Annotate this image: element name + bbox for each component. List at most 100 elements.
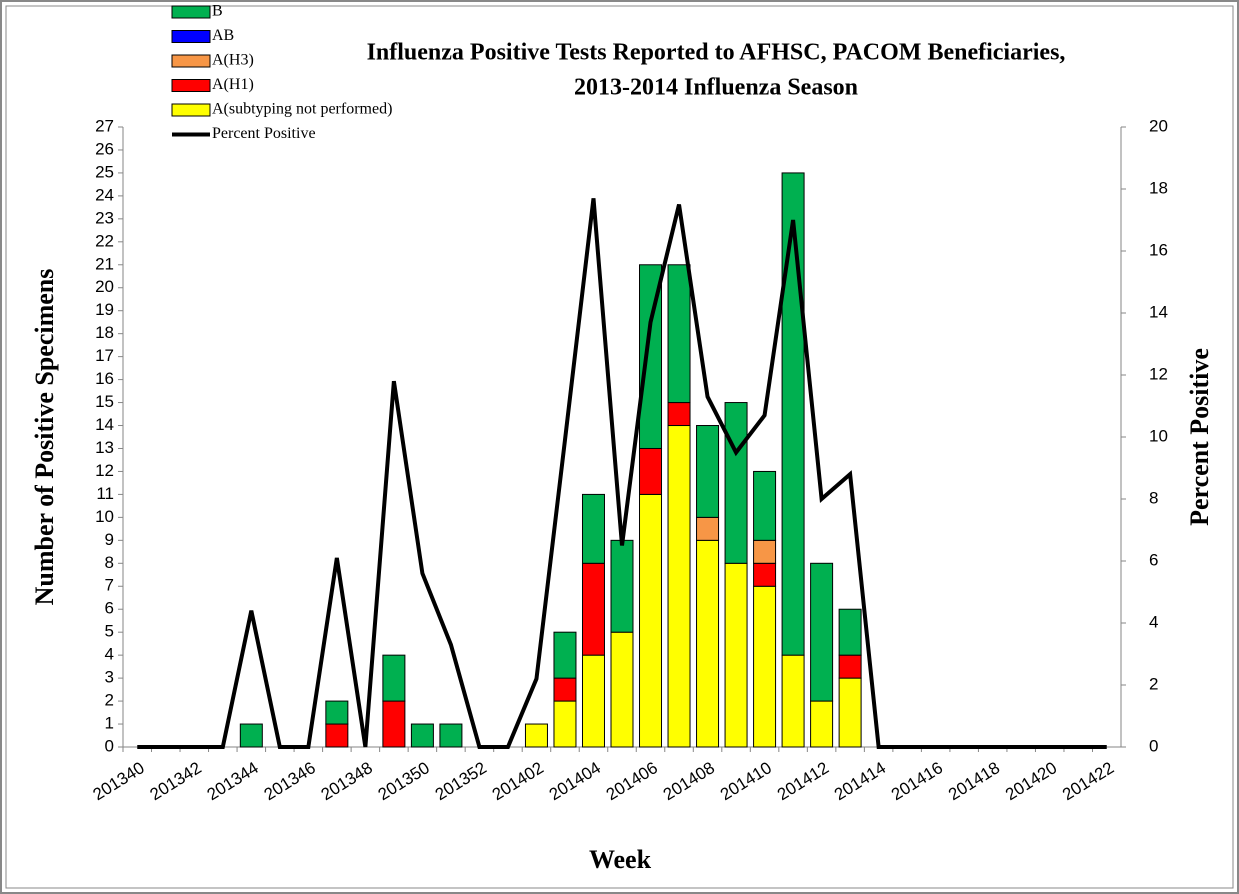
y-tick-label: 22 bbox=[95, 231, 114, 250]
legend-swatch bbox=[171, 79, 211, 92]
y2-tick-label: 10 bbox=[1149, 426, 1168, 445]
legend-swatch bbox=[171, 30, 211, 43]
bar-segment bbox=[810, 700, 834, 748]
bar-segment bbox=[667, 264, 691, 404]
y-tick-label: 8 bbox=[105, 553, 114, 572]
x-tick-label: 201408 bbox=[660, 758, 718, 804]
bar-segment bbox=[553, 677, 577, 702]
y-tick-label: 3 bbox=[105, 668, 114, 687]
x-tick-label: 201404 bbox=[546, 758, 604, 804]
x-tick-label: 201406 bbox=[603, 758, 661, 804]
y-tick-label: 13 bbox=[95, 438, 114, 457]
legend-label: AB bbox=[212, 27, 234, 44]
bar-segment bbox=[639, 447, 663, 495]
x-tick-label: 201410 bbox=[717, 758, 775, 804]
x-tick-label: 201402 bbox=[489, 758, 547, 804]
y-tick-label: 20 bbox=[95, 277, 114, 296]
bar-segment bbox=[382, 654, 406, 702]
legend-swatch bbox=[171, 103, 211, 117]
bar-segment bbox=[553, 631, 577, 679]
y2-tick-label: 2 bbox=[1149, 674, 1158, 693]
y2-tick-label: 20 bbox=[1149, 116, 1168, 135]
x-tick-label: 201348 bbox=[318, 758, 376, 804]
bar-segment bbox=[553, 700, 577, 748]
x-tick-label: 201350 bbox=[375, 758, 433, 804]
bar-segment bbox=[439, 723, 463, 748]
y-tick-label: 6 bbox=[105, 599, 114, 618]
y-tick-label: 10 bbox=[95, 507, 114, 526]
x-tick-label: 201422 bbox=[1059, 758, 1117, 804]
x-tick-label: 201420 bbox=[1002, 758, 1060, 804]
legend-label: B bbox=[212, 3, 223, 20]
y2-axis-title: Percent Positive bbox=[1185, 348, 1214, 526]
x-tick-label: 201418 bbox=[945, 758, 1003, 804]
bar-segment bbox=[667, 402, 691, 427]
y2-tick-label: 14 bbox=[1149, 302, 1168, 321]
y2-tick-label: 6 bbox=[1149, 550, 1158, 569]
line-series bbox=[137, 198, 1107, 749]
chart-title: 2013-2014 Influenza Season bbox=[574, 75, 858, 101]
y-tick-label: 19 bbox=[95, 300, 114, 319]
bar-segment bbox=[239, 723, 263, 748]
bar-segment bbox=[724, 402, 748, 564]
bar-segment bbox=[581, 654, 605, 748]
bar-segment bbox=[838, 677, 862, 748]
x-tick-label: 201412 bbox=[774, 758, 832, 804]
bar-segment bbox=[696, 539, 720, 748]
bar-segment bbox=[639, 264, 663, 449]
x-axis-title: Week bbox=[589, 845, 652, 874]
bar-segment bbox=[610, 631, 634, 748]
bar-segment bbox=[753, 470, 777, 541]
bar-segment bbox=[838, 608, 862, 656]
y-tick-label: 27 bbox=[95, 116, 114, 135]
y-tick-label: 21 bbox=[95, 254, 114, 273]
y-tick-label: 14 bbox=[95, 415, 114, 434]
bar-segment bbox=[781, 172, 805, 656]
bar-segment bbox=[753, 562, 777, 587]
bar-segment bbox=[667, 425, 691, 748]
y2-tick-label: 12 bbox=[1149, 364, 1168, 383]
bar-segment bbox=[696, 425, 720, 518]
y-tick-label: 25 bbox=[95, 162, 114, 181]
y2-tick-label: 4 bbox=[1149, 612, 1158, 631]
bar-segment bbox=[325, 723, 349, 748]
y-tick-label: 1 bbox=[105, 714, 114, 733]
y-tick-label: 12 bbox=[95, 461, 114, 480]
bar-segment bbox=[753, 539, 777, 564]
frame-inner bbox=[5, 5, 1234, 889]
legend-swatch bbox=[171, 54, 211, 68]
bar-segment bbox=[581, 493, 605, 564]
y-tick-label: 9 bbox=[105, 530, 114, 549]
bar-segment bbox=[696, 516, 720, 541]
bar-segment bbox=[581, 562, 605, 656]
legend-swatch bbox=[171, 5, 211, 19]
y-tick-label: 16 bbox=[95, 369, 114, 388]
x-tick-label: 201344 bbox=[204, 758, 262, 804]
x-tick-label: 201352 bbox=[432, 758, 490, 804]
legend-label: A(H3) bbox=[212, 52, 254, 69]
y-tick-label: 18 bbox=[95, 323, 114, 342]
y-tick-label: 24 bbox=[95, 185, 114, 204]
y-tick-label: 7 bbox=[105, 576, 114, 595]
bar-segment bbox=[610, 539, 634, 633]
bar-segment bbox=[753, 585, 777, 748]
legend-label: Percent Positive bbox=[212, 125, 316, 142]
chart-title: Influenza Positive Tests Reported to AFH… bbox=[367, 40, 1066, 66]
y-axis-title: Number of Positive Specimens bbox=[30, 269, 59, 606]
legend-label: A(subtyping not performed) bbox=[212, 101, 392, 118]
y-tick-label: 17 bbox=[95, 346, 114, 365]
bar-segment bbox=[781, 654, 805, 748]
x-tick-label: 201416 bbox=[888, 758, 946, 804]
y-tick-label: 5 bbox=[105, 622, 114, 641]
bar-segment bbox=[639, 493, 663, 748]
bar-segment bbox=[325, 700, 349, 725]
y-tick-label: 26 bbox=[95, 139, 114, 158]
x-tick-label: 201346 bbox=[261, 758, 319, 804]
y-tick-label: 2 bbox=[105, 691, 114, 710]
x-tick-label: 201340 bbox=[90, 758, 148, 804]
legend-label: A(H1) bbox=[212, 76, 254, 93]
bar-segment bbox=[724, 562, 748, 748]
bar-segment bbox=[382, 700, 406, 748]
